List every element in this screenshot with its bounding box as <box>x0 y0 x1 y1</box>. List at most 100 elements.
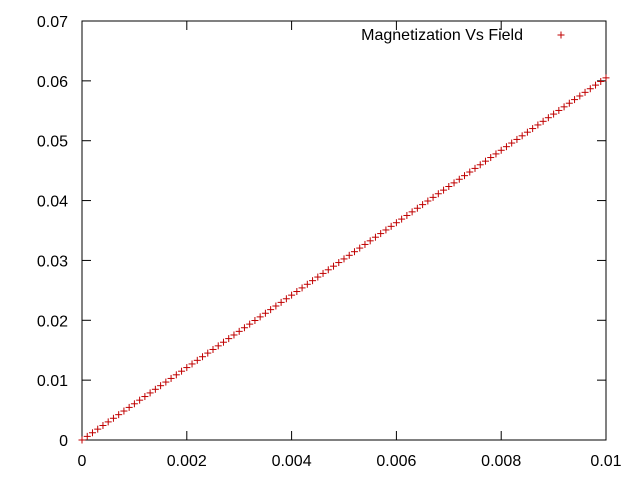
data-point <box>371 233 379 241</box>
data-point <box>178 367 186 375</box>
data-point <box>560 103 568 111</box>
data-point <box>366 237 374 245</box>
x-tick-label: 0.002 <box>167 453 207 470</box>
x-tick-label: 0.004 <box>272 453 312 470</box>
data-point <box>219 338 227 346</box>
data-point <box>502 143 510 151</box>
data-point <box>130 400 138 408</box>
y-tick-label: 0.04 <box>37 194 68 211</box>
data-point <box>330 262 338 270</box>
data-point <box>225 335 233 343</box>
legend-label: Magnetization Vs Field <box>361 27 523 44</box>
data-point <box>602 74 610 82</box>
data-point <box>408 208 416 216</box>
data-point <box>445 183 453 191</box>
data-point <box>534 121 542 129</box>
data-point <box>513 135 521 143</box>
data-point <box>272 302 280 310</box>
data-point <box>78 436 86 444</box>
data-point <box>471 164 479 172</box>
data-point <box>434 190 442 198</box>
data-point <box>382 226 390 234</box>
legend-marker <box>557 31 565 39</box>
data-point <box>550 110 558 118</box>
data-point <box>319 269 327 277</box>
data-point <box>429 193 437 201</box>
data-point <box>261 309 269 317</box>
data-point <box>303 280 311 288</box>
y-tick-label: 0.03 <box>37 253 68 270</box>
data-point <box>571 96 579 104</box>
data-point <box>293 288 301 296</box>
data-point <box>476 161 484 169</box>
data-point <box>487 154 495 162</box>
data-point <box>356 244 364 252</box>
data-point <box>544 114 552 122</box>
data-point <box>508 139 516 147</box>
data-point <box>214 342 222 350</box>
data-point <box>455 175 463 183</box>
x-tick-label: 0.006 <box>376 453 416 470</box>
data-point <box>193 356 201 364</box>
data-point <box>314 273 322 281</box>
data-point <box>209 345 217 353</box>
legend: Magnetization Vs Field <box>361 27 565 44</box>
data-point <box>413 204 421 212</box>
data-point <box>240 324 248 332</box>
data-point <box>251 316 259 324</box>
data-point <box>151 385 159 393</box>
data-point <box>555 106 563 114</box>
x-tick-label: 0.008 <box>481 453 521 470</box>
data-point <box>592 81 600 89</box>
axis-tick-labels: 0 0.002 0.004 0.006 0.008 0.01 0 0.01 0.02 0.03 0.… <box>37 14 622 470</box>
y-tick-label: 0.06 <box>37 74 68 91</box>
data-points <box>78 74 610 444</box>
y-tick-label: 0.02 <box>37 313 68 330</box>
data-point <box>492 150 500 158</box>
data-point <box>157 382 165 390</box>
data-point <box>398 215 406 223</box>
data-point <box>324 266 332 274</box>
x-tick-label: 0.01 <box>590 453 621 470</box>
legend-plus-marker <box>557 31 565 39</box>
data-point <box>497 146 505 154</box>
data-point <box>256 313 264 321</box>
data-point <box>282 295 290 303</box>
data-point <box>136 396 144 404</box>
axis-ticks <box>81 20 607 441</box>
data-point <box>146 389 154 397</box>
data-point <box>565 99 573 107</box>
data-point <box>246 320 254 328</box>
data-point <box>120 407 128 415</box>
data-point <box>88 429 96 437</box>
plot-frame <box>81 20 607 441</box>
data-point <box>481 157 489 165</box>
data-point <box>403 211 411 219</box>
x-tick-label: 0 <box>78 453 87 470</box>
data-point <box>523 128 531 136</box>
data-point <box>125 403 133 411</box>
data-point <box>230 331 238 339</box>
data-point <box>424 197 432 205</box>
data-point <box>277 298 285 306</box>
data-point <box>345 251 353 259</box>
data-point <box>162 378 170 386</box>
data-point <box>99 422 107 430</box>
data-point <box>115 411 123 419</box>
data-point <box>392 219 400 227</box>
data-point <box>83 432 91 440</box>
data-point <box>188 360 196 368</box>
data-point <box>340 255 348 263</box>
data-point <box>377 230 385 238</box>
data-point <box>450 179 458 187</box>
data-point <box>576 92 584 100</box>
data-point <box>235 327 243 335</box>
y-tick-label: 0.01 <box>37 373 68 390</box>
data-point <box>288 291 296 299</box>
data-point <box>104 418 112 426</box>
data-point <box>183 364 191 372</box>
data-point <box>204 349 212 357</box>
data-point <box>167 374 175 382</box>
data-point <box>518 132 526 140</box>
